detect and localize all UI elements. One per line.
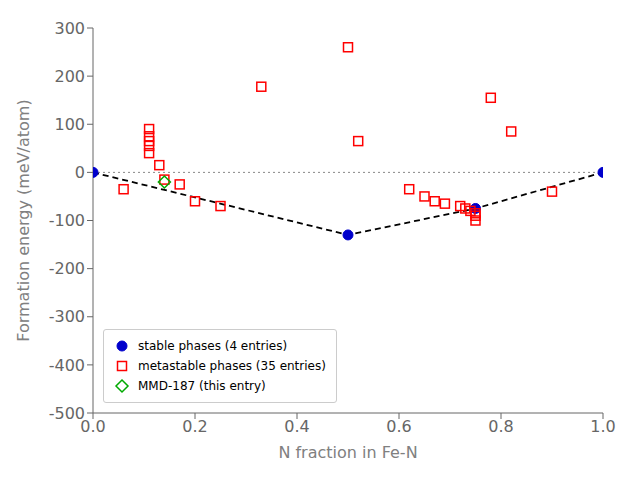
svg-text:200: 200 — [54, 67, 85, 86]
svg-text:-500: -500 — [49, 404, 85, 423]
svg-text:0.8: 0.8 — [488, 417, 513, 436]
svg-text:0.4: 0.4 — [284, 417, 309, 436]
svg-text:0: 0 — [75, 163, 85, 182]
svg-text:-100: -100 — [49, 211, 85, 230]
svg-text:N fraction in Fe-N: N fraction in Fe-N — [278, 443, 417, 462]
svg-text:1.0: 1.0 — [590, 417, 615, 436]
svg-text:100: 100 — [54, 115, 85, 134]
svg-text:0.6: 0.6 — [386, 417, 411, 436]
svg-text:0.0: 0.0 — [80, 417, 106, 437]
svg-text:-300: -300 — [49, 307, 85, 326]
svg-text:-400: -400 — [49, 356, 85, 375]
svg-text:Formation energy (meV/atom): Formation energy (meV/atom) — [14, 99, 33, 341]
svg-text:-200: -200 — [49, 259, 85, 278]
svg-text:300: 300 — [54, 19, 85, 38]
html-text:stable phases (4 entries): stable phases (4 entries) — [138, 339, 288, 353]
svg-text:0.2: 0.2 — [182, 417, 207, 436]
html-text:metastable phases (35 entries): metastable phases (35 entries) — [138, 359, 326, 373]
html-text:MMD-187 (this entry): MMD-187 (this entry) — [138, 379, 266, 393]
